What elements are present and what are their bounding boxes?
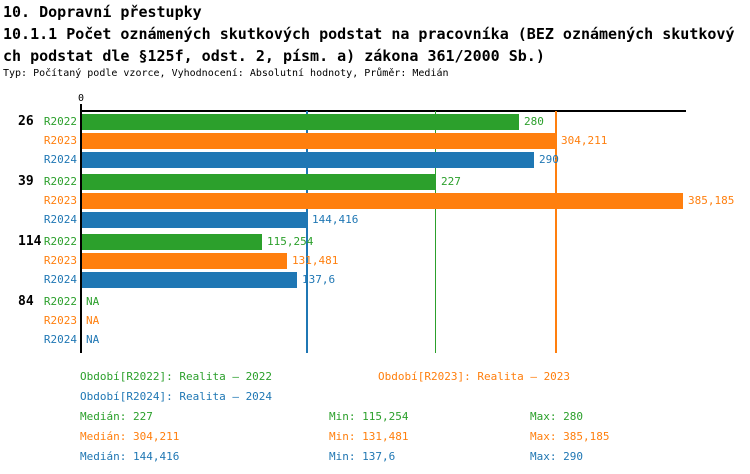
stat-min-r2023: Min: 131,481	[329, 430, 409, 443]
bar-r2022	[82, 114, 519, 130]
bar-r2023	[82, 193, 683, 209]
bar-value-label-r2024: NA	[86, 333, 100, 346]
median-line-r2023	[555, 111, 557, 353]
series-row-label-r2023: R2023	[43, 314, 77, 327]
bar-value-label-r2023: 385,185	[688, 194, 735, 207]
bar-r2024	[82, 272, 297, 288]
series-row-label-r2024: R2024	[43, 153, 77, 166]
series-row-label-r2022: R2022	[43, 175, 77, 188]
indicator-title-line2: ch podstat dle §125f, odst. 2, písm. a) …	[3, 47, 545, 65]
group-label-84: 84	[18, 294, 34, 309]
report-title: 10. Dopravní přestupky	[3, 3, 202, 21]
bar-r2023	[82, 253, 287, 269]
y-axis-line	[80, 104, 82, 353]
bar-r2024	[82, 212, 307, 228]
group-label-26: 26	[18, 114, 34, 129]
group-label-39: 39	[18, 174, 34, 189]
legend-item-r2022: Období[R2022]: Realita – 2022	[80, 370, 273, 383]
bar-value-label-r2022: NA	[86, 295, 100, 308]
bar-r2022	[82, 174, 436, 190]
series-row-label-r2024: R2024	[43, 273, 77, 286]
stat-min-r2024: Min: 137,6	[329, 450, 396, 463]
stat-median-r2023: Medián: 304,211	[80, 430, 180, 443]
report-meta: Typ: Počítaný podle vzorce, Vyhodnocení:…	[3, 68, 449, 79]
series-row-label-r2024: R2024	[43, 213, 77, 226]
stat-max-r2022: Max: 280	[530, 410, 583, 423]
stat-max-r2023: Max: 385,185	[530, 430, 610, 443]
indicator-title-line1: 10.1.1 Počet oznámených skutkových podst…	[3, 25, 735, 43]
bar-value-label-r2024: 144,416	[312, 213, 359, 226]
bar-r2022	[82, 234, 262, 250]
bar-value-label-r2022: 227	[441, 175, 461, 188]
bar-value-label-r2023: 131,481	[292, 254, 339, 267]
legend-item-r2024: Období[R2024]: Realita – 2024	[80, 390, 273, 403]
group-label-114: 114	[18, 234, 42, 249]
bar-value-label-r2022: 115,254	[267, 235, 314, 248]
bar-value-label-r2024: 290	[539, 153, 559, 166]
series-row-label-r2022: R2022	[43, 115, 77, 128]
median-line-r2022	[434, 111, 437, 353]
axis-zero-tick-label: 0	[77, 93, 85, 104]
stat-median-r2024: Medián: 144,416	[80, 450, 180, 463]
series-row-label-r2023: R2023	[43, 194, 77, 207]
stat-max-r2024: Max: 290	[530, 450, 583, 463]
stat-min-r2022: Min: 115,254	[329, 410, 409, 423]
series-row-label-r2022: R2022	[43, 295, 77, 308]
series-row-label-r2023: R2023	[43, 134, 77, 147]
bar-r2023	[82, 133, 556, 149]
bar-r2024	[82, 152, 534, 168]
series-row-label-r2023: R2023	[43, 254, 77, 267]
bar-value-label-r2023: NA	[86, 314, 100, 327]
stat-median-r2022: Medián: 227	[80, 410, 153, 423]
bar-value-label-r2022: 280	[524, 115, 544, 128]
legend-item-r2023: Období[R2023]: Realita – 2023	[378, 370, 571, 383]
x-axis-top-line	[80, 110, 686, 112]
median-line-r2024	[306, 111, 308, 353]
series-row-label-r2024: R2024	[43, 333, 77, 346]
bar-value-label-r2024: 137,6	[302, 273, 336, 286]
bar-value-label-r2023: 304,211	[561, 134, 608, 147]
series-row-label-r2022: R2022	[43, 235, 77, 248]
